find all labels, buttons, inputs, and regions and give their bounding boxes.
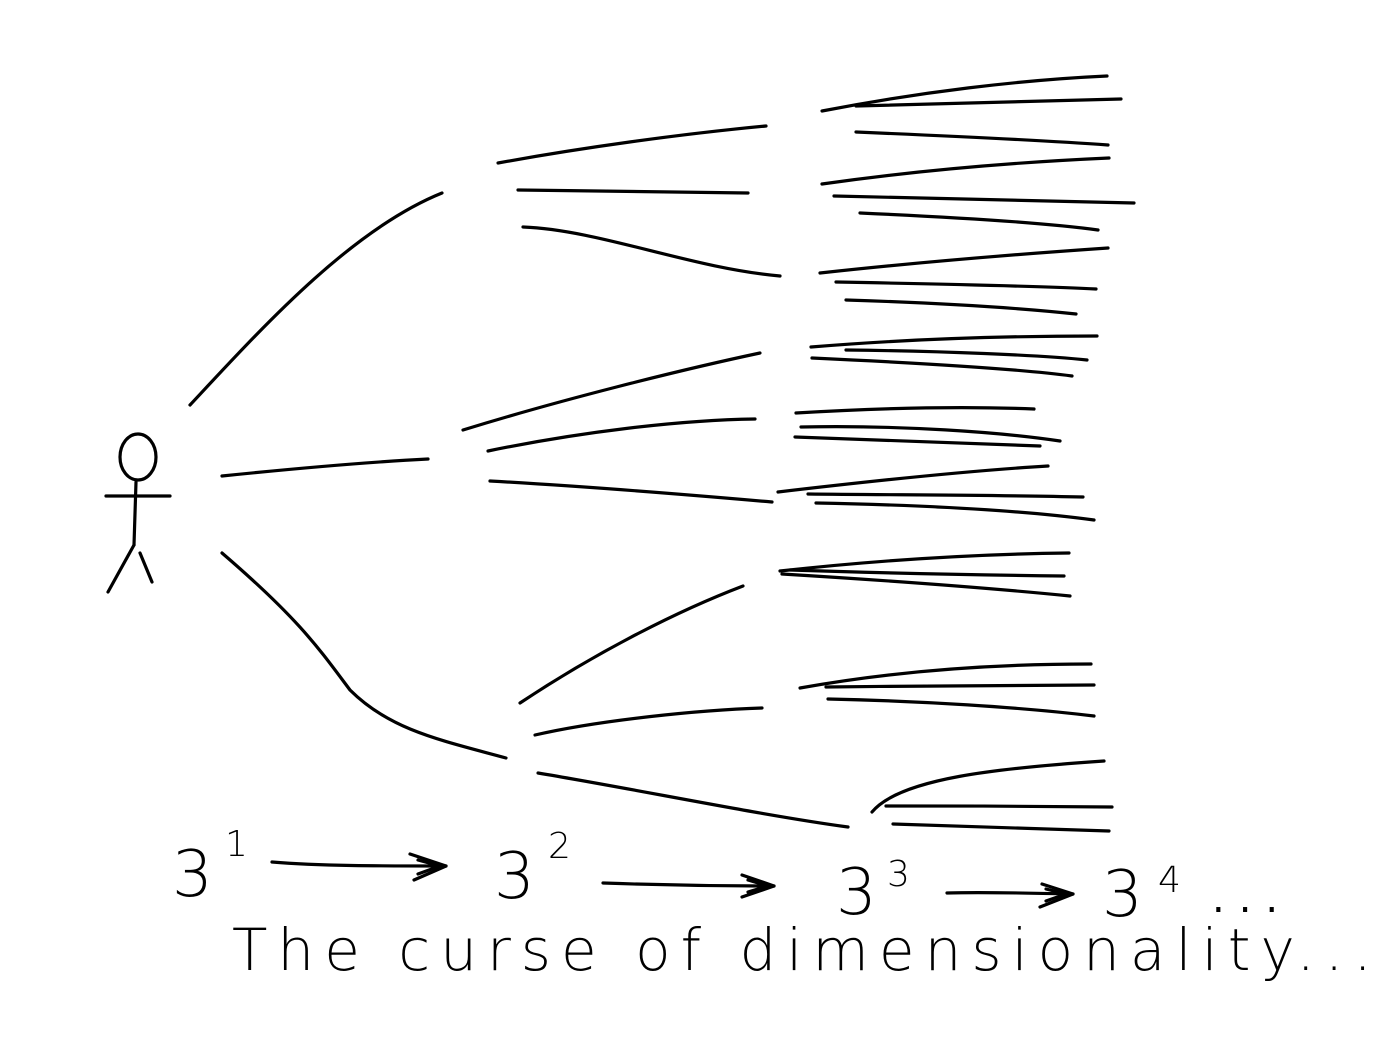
branch-line xyxy=(220,551,508,760)
branch-line xyxy=(496,124,768,165)
branch-line xyxy=(820,74,1109,113)
branch-line xyxy=(220,457,430,478)
branch-line xyxy=(188,191,444,407)
branch-line xyxy=(486,417,757,453)
branch-line xyxy=(488,479,774,504)
branch-line xyxy=(518,584,745,705)
power-3-2: 3 2 xyxy=(494,826,571,914)
branch-line xyxy=(798,662,1093,690)
caption: The curse of dimensionality... xyxy=(232,916,1382,984)
branch-line xyxy=(794,405,1036,415)
branch-line xyxy=(820,156,1111,186)
branch-line xyxy=(826,697,1096,718)
branches-level-3 xyxy=(776,74,1136,833)
ellipsis: ... xyxy=(1212,876,1292,922)
branch-line xyxy=(818,246,1110,275)
branch-line xyxy=(858,211,1100,232)
power-3-4: 3 4 xyxy=(1102,858,1181,932)
svg-text:3: 3 xyxy=(1102,858,1143,932)
arrow-1-to-2 xyxy=(270,852,448,882)
branch-line xyxy=(854,130,1110,147)
svg-text:3: 3 xyxy=(836,856,877,930)
svg-text:3: 3 xyxy=(494,840,535,914)
branch-line xyxy=(824,683,1096,689)
branch-line xyxy=(870,759,1106,814)
branch-line xyxy=(809,334,1099,349)
branch-line xyxy=(536,771,850,829)
branch-line xyxy=(854,97,1123,108)
branch-line xyxy=(776,464,1050,494)
branch-line xyxy=(788,568,1066,578)
svg-text:4: 4 xyxy=(1158,860,1181,901)
branch-line xyxy=(814,501,1096,522)
branch-line xyxy=(799,425,1062,443)
svg-text:1: 1 xyxy=(225,824,248,865)
arrow-3-to-4 xyxy=(945,882,1075,909)
branch-line xyxy=(832,194,1136,205)
power-3-1: 3 1 xyxy=(172,824,248,912)
branches-level-2 xyxy=(461,124,850,829)
branch-line xyxy=(521,225,782,278)
arrows xyxy=(270,852,1075,909)
branch-line xyxy=(778,551,1071,573)
branch-line xyxy=(810,356,1074,378)
svg-text:3: 3 xyxy=(887,854,910,895)
branch-line xyxy=(884,804,1114,809)
branch-line xyxy=(844,348,1089,362)
svg-text:2: 2 xyxy=(548,826,571,867)
branch-line xyxy=(516,188,750,195)
branch-line xyxy=(891,822,1111,833)
branch-line xyxy=(533,706,764,737)
arrow-2-to-3 xyxy=(601,873,776,899)
svg-text:3: 3 xyxy=(172,838,213,912)
branch-line xyxy=(780,572,1072,598)
branch-line xyxy=(806,492,1085,499)
power-3-3: 3 3 xyxy=(836,854,910,930)
branch-line xyxy=(793,435,1042,448)
stick-figure-icon xyxy=(104,432,172,594)
branch-line xyxy=(844,298,1078,316)
branch-line xyxy=(461,351,762,432)
branches-level-1 xyxy=(188,191,508,760)
branch-line xyxy=(834,280,1098,291)
